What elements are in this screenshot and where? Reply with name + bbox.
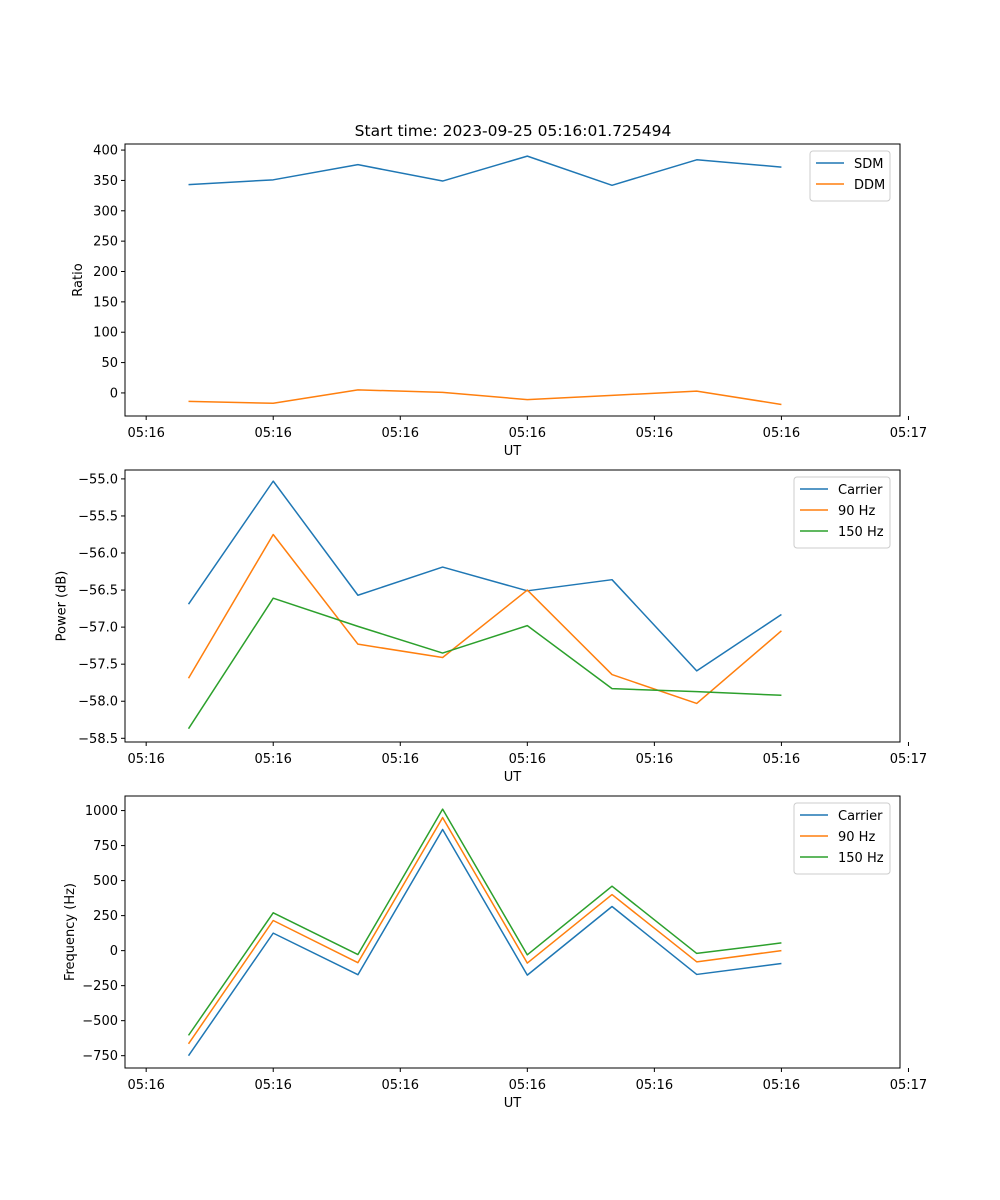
x-tick-label: 05:17 <box>890 752 927 767</box>
y-axis-label: Power (dB) <box>55 571 70 642</box>
x-tick-label: 05:16 <box>763 1078 800 1093</box>
x-tick-label: 05:16 <box>254 426 291 441</box>
x-axis-label: UT <box>504 1096 522 1111</box>
y-axis-label: Frequency (Hz) <box>63 883 78 981</box>
legend-label: 90 Hz <box>838 830 875 845</box>
x-axis-label: UT <box>504 444 522 459</box>
x-tick-label: 05:16 <box>127 1078 164 1093</box>
y-tick-label: 200 <box>93 265 118 280</box>
y-tick-label: 300 <box>93 204 118 219</box>
series-line-sdm <box>188 155 782 187</box>
legend-label: 90 Hz <box>838 504 875 519</box>
x-tick-label: 05:16 <box>382 426 419 441</box>
legend-label: Carrier <box>838 483 883 498</box>
x-tick-label: 05:17 <box>890 426 927 441</box>
x-tick-label: 05:16 <box>254 1078 291 1093</box>
x-tick-label: 05:16 <box>636 1078 673 1093</box>
series-line-carrier <box>187 480 782 672</box>
x-tick-label: 05:16 <box>254 752 291 767</box>
y-tick-label: −57.5 <box>78 658 118 673</box>
y-tick-label: −56.0 <box>78 547 118 562</box>
panel-frequency: 05:16 05:16 05:16 05:16 05:16 05:16 05:17 1000 7… <box>63 795 927 1111</box>
y-axis-label: Ratio <box>71 263 86 296</box>
series-line-carrier <box>187 828 782 1057</box>
x-tick-label: 05:16 <box>636 426 673 441</box>
x-axis-label: UT <box>504 770 522 785</box>
y-tick-label: −250 <box>82 979 118 994</box>
x-tick-label: 05:16 <box>382 752 419 767</box>
y-tick-label: 150 <box>93 295 118 310</box>
y-tick-label: −500 <box>82 1014 118 1029</box>
legend-label: DDM <box>854 178 885 193</box>
y-tick-label: 50 <box>101 356 118 371</box>
y-tick-label: 100 <box>93 326 118 341</box>
axes-frame <box>124 143 901 417</box>
legend: Carrier 90 Hz 150 Hz <box>793 476 891 549</box>
y-tick-label: 0 <box>110 386 118 401</box>
x-tick-label: 05:16 <box>127 752 164 767</box>
legend-label: SDM <box>854 157 883 172</box>
x-tick-label: 05:16 <box>382 1078 419 1093</box>
y-tick-label: 1000 <box>85 804 118 819</box>
y-tick-label: −56.5 <box>78 584 118 599</box>
legend: SDM DDM <box>809 150 891 202</box>
legend-label: Carrier <box>838 809 883 824</box>
axes-frame <box>124 795 901 1069</box>
y-tick-label: −58.0 <box>78 695 118 710</box>
y-tick-label: 750 <box>93 839 118 854</box>
x-tick-label: 05:16 <box>509 426 546 441</box>
panel-ratio: 05:16 05:16 05:16 05:16 05:16 05:16 05:17 400 35… <box>71 143 927 459</box>
legend: Carrier 90 Hz 150 Hz <box>793 802 891 875</box>
y-tick-label: 500 <box>93 874 118 889</box>
series-line-150-hz <box>187 597 782 730</box>
y-tick-label: −58.5 <box>78 732 118 747</box>
y-tick-label: −57.0 <box>78 621 118 636</box>
series-line-ddm <box>188 389 782 406</box>
legend-label: 150 Hz <box>838 525 884 540</box>
series-line-90-hz <box>187 816 782 1045</box>
x-tick-label: 05:16 <box>509 1078 546 1093</box>
panel-power: 05:16 05:16 05:16 05:16 05:16 05:16 05:17 −55.0… <box>55 469 927 785</box>
y-tick-label: −55.0 <box>78 472 118 487</box>
y-tick-label: 350 <box>93 174 118 189</box>
y-tick-label: −55.5 <box>78 509 118 524</box>
chart-title: Start time: 2023-09-25 05:16:01.725494 <box>355 122 672 140</box>
x-tick-label: 05:16 <box>763 752 800 767</box>
series-line-90-hz <box>187 533 782 705</box>
y-tick-label: −750 <box>82 1049 118 1064</box>
x-tick-label: 05:16 <box>509 752 546 767</box>
y-tick-label: 400 <box>93 144 118 159</box>
y-tick-label: 0 <box>110 944 118 959</box>
axes-frame <box>124 469 901 743</box>
series-line-150-hz <box>187 808 782 1036</box>
legend-label: 150 Hz <box>838 851 884 866</box>
x-tick-label: 05:16 <box>127 426 164 441</box>
y-tick-label: 250 <box>93 909 118 924</box>
x-tick-label: 05:17 <box>890 1078 927 1093</box>
x-tick-label: 05:16 <box>636 752 673 767</box>
y-tick-label: 250 <box>93 235 118 250</box>
x-tick-label: 05:16 <box>763 426 800 441</box>
